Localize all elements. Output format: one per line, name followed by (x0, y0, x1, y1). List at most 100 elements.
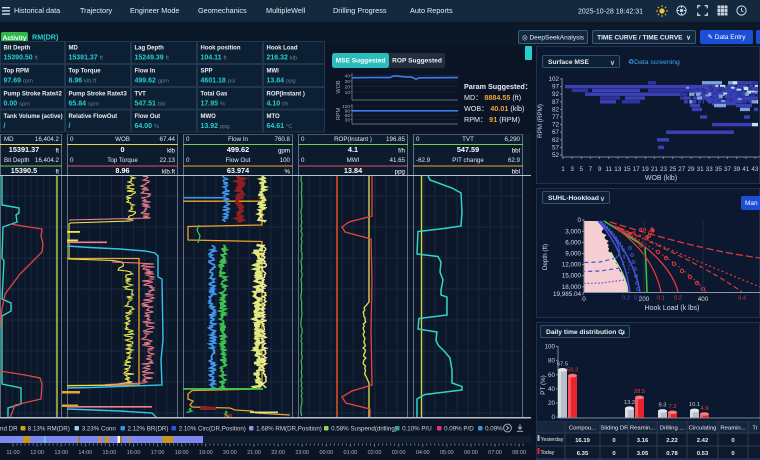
svg-text:20:00: 20:00 (223, 450, 237, 456)
svg-text:62: 62 (552, 137, 560, 144)
svg-text:01:00: 01:00 (344, 450, 358, 456)
svg-text:1: 1 (561, 166, 565, 173)
svg-text:400: 400 (698, 296, 709, 303)
svg-text:RPM: RPM (336, 107, 342, 120)
svg-text:23:00: 23:00 (295, 450, 309, 456)
svg-text:20: 20 (548, 400, 556, 407)
svg-text:5: 5 (580, 166, 584, 173)
svg-text:0: 0 (582, 296, 586, 303)
svg-text:Depth (ft): Depth (ft) (542, 244, 549, 270)
svg-text:4.9: 4.9 (700, 406, 708, 412)
svg-text:102: 102 (548, 76, 559, 83)
svg-text:3: 3 (570, 166, 574, 173)
svg-text:0.2: 0.2 (622, 296, 630, 302)
svg-text:10.1: 10.1 (689, 402, 700, 408)
svg-text:9: 9 (598, 166, 602, 173)
svg-text:27: 27 (678, 166, 686, 173)
svg-text:39: 39 (733, 166, 741, 173)
svg-text:13:00: 13:00 (54, 450, 68, 456)
svg-text:08:00: 08:00 (512, 450, 526, 456)
svg-text:23: 23 (660, 166, 668, 173)
svg-text:11:00: 11:00 (6, 450, 19, 456)
svg-text:120: 120 (342, 104, 350, 110)
svg-text:6,000: 6,000 (565, 239, 581, 246)
svg-text:52: 52 (552, 152, 560, 159)
svg-text:77: 77 (552, 114, 560, 121)
svg-text:7.3: 7.3 (668, 404, 676, 410)
svg-text:04:00: 04:00 (416, 450, 430, 456)
svg-text:15,000: 15,000 (562, 273, 582, 280)
svg-text:35: 35 (715, 166, 723, 173)
svg-text:Hook Load (k lbs): Hook Load (k lbs) (645, 305, 700, 312)
svg-text:17:00: 17:00 (151, 450, 165, 456)
svg-text:07:00: 07:00 (488, 450, 502, 456)
svg-text:29: 29 (687, 166, 695, 173)
svg-text:16:00: 16:00 (127, 450, 141, 456)
svg-text:WOB: WOB (336, 80, 342, 93)
svg-text:03:00: 03:00 (392, 450, 406, 456)
svg-text:RPM (RPM): RPM (RPM) (537, 104, 544, 138)
svg-text:43: 43 (751, 166, 759, 173)
svg-text:200: 200 (639, 296, 650, 303)
svg-text:12:00: 12:00 (30, 450, 44, 456)
svg-text:30: 30 (345, 117, 351, 123)
svg-text:15:00: 15:00 (103, 450, 117, 456)
svg-text:80: 80 (548, 358, 556, 365)
svg-text:00:00: 00:00 (319, 450, 333, 456)
svg-text:0: 0 (551, 414, 555, 420)
svg-text:13.2: 13.2 (624, 400, 635, 406)
svg-text:02:00: 02:00 (368, 450, 382, 456)
svg-text:19: 19 (642, 166, 650, 173)
svg-text:17: 17 (633, 166, 641, 173)
svg-text:87: 87 (552, 99, 560, 106)
svg-text:19:00: 19:00 (199, 450, 213, 456)
svg-text:20: 20 (345, 84, 351, 90)
svg-text:0.1: 0.1 (657, 296, 665, 302)
svg-text:60: 60 (548, 372, 556, 379)
svg-text:12,000: 12,000 (562, 262, 582, 269)
svg-text:13: 13 (614, 166, 622, 173)
svg-text:72: 72 (552, 122, 560, 129)
svg-text:14:00: 14:00 (78, 450, 92, 456)
svg-text:18:00: 18:00 (175, 450, 189, 456)
svg-text:9.3: 9.3 (658, 403, 666, 409)
svg-text:57: 57 (552, 144, 560, 151)
svg-text:25: 25 (669, 166, 677, 173)
svg-text:21:00: 21:00 (247, 450, 261, 456)
svg-text:31: 31 (697, 166, 705, 173)
svg-text:90: 90 (345, 108, 351, 114)
svg-text:100: 100 (544, 344, 555, 351)
svg-text:28.5: 28.5 (634, 389, 645, 395)
svg-text:82: 82 (552, 106, 560, 113)
svg-text:67.5: 67.5 (557, 362, 568, 368)
svg-text:0.4: 0.4 (738, 296, 746, 302)
svg-text:22:00: 22:00 (271, 450, 285, 456)
svg-text:33: 33 (706, 166, 714, 173)
svg-text:0: 0 (577, 217, 581, 224)
svg-text:3,000: 3,000 (565, 228, 581, 235)
svg-text:15: 15 (623, 166, 631, 173)
svg-text:WOB (klb): WOB (klb) (645, 175, 677, 182)
svg-text:37: 37 (724, 166, 732, 173)
svg-text:05:00: 05:00 (440, 450, 454, 456)
svg-text:41: 41 (742, 166, 750, 173)
svg-text:9,000: 9,000 (565, 251, 581, 258)
svg-text:92: 92 (552, 91, 560, 98)
svg-text:06:00: 06:00 (464, 450, 478, 456)
svg-text:PT (%): PT (%) (540, 375, 547, 394)
svg-text:60: 60 (345, 113, 351, 119)
svg-text:59.3: 59.3 (567, 367, 578, 373)
svg-text:18,000: 18,000 (562, 284, 582, 291)
svg-text:10: 10 (345, 90, 351, 96)
svg-text:0.2: 0.2 (674, 296, 682, 302)
svg-text:67: 67 (552, 129, 560, 136)
svg-text:21: 21 (651, 166, 659, 173)
svg-text:19,985.04: 19,985.04 (553, 291, 582, 298)
svg-text:30: 30 (345, 79, 351, 85)
svg-text:40: 40 (548, 386, 556, 393)
svg-text:7: 7 (589, 166, 593, 173)
svg-text:40: 40 (345, 73, 351, 79)
svg-text:0.3: 0.3 (634, 296, 642, 302)
svg-text:11: 11 (605, 166, 612, 173)
svg-text:97: 97 (552, 84, 560, 91)
